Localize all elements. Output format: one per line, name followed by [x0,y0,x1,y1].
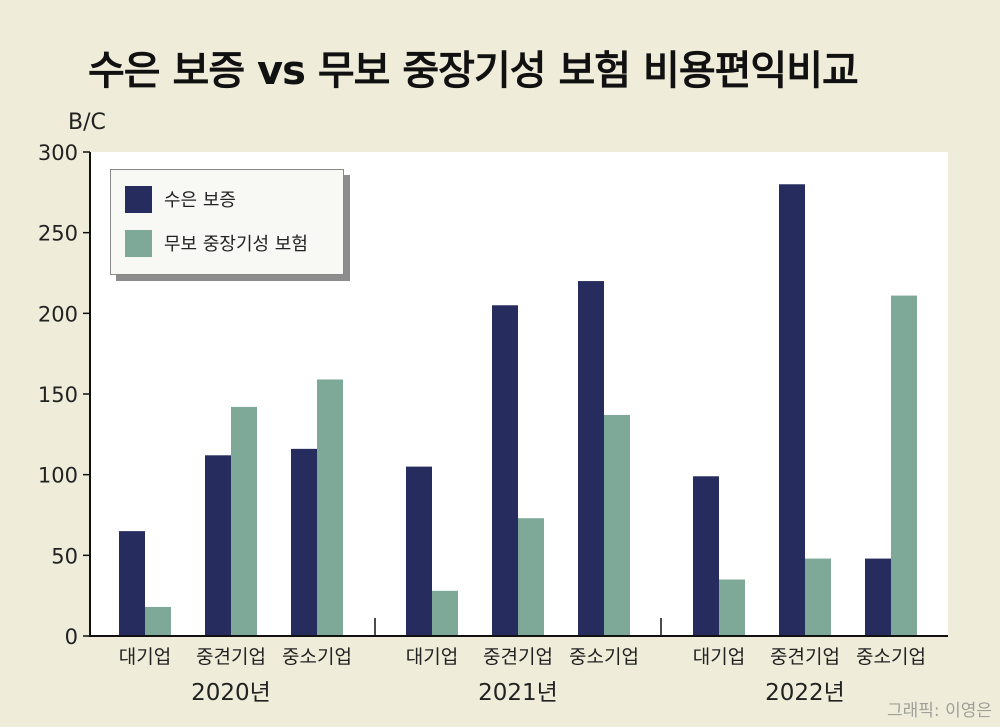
legend-label-series-1: 수은 보증 [164,190,236,211]
legend-item-series-1: 수은 보증 [125,185,236,213]
x-category-label: 중견기업 [770,646,840,668]
bar-series-1-2-2 [492,305,518,636]
bar-series-2-3-1 [719,579,745,636]
x-category-label: 중소기업 [569,646,639,668]
bar-series-1-1-2 [205,455,231,636]
y-tick-label: 250 [38,222,78,246]
legend-label-series-2: 무보 중장기성 보험 [164,234,308,255]
x-category-label: 중견기업 [196,646,266,668]
x-category-label: 중소기업 [282,646,352,668]
y-tick-label: 50 [51,544,78,568]
y-tick-label: 300 [38,141,78,165]
bar-series-1-1-3 [291,448,317,636]
y-tick-label: 150 [38,383,78,407]
bar-series-2-2-1 [432,590,458,636]
x-category-label: 중소기업 [856,646,926,668]
legend-swatch-series-2 [125,229,152,257]
y-tick-label: 200 [38,302,78,326]
bar-series-2-3-3 [891,295,917,636]
bar-series-1-1-1 [119,531,145,636]
x-group-label: 2021년 [478,680,558,706]
y-tick-label: 100 [38,464,78,488]
bar-series-2-2-3 [604,414,630,636]
x-group-label: 2020년 [191,680,271,706]
bar-series-2-3-2 [805,558,831,636]
chart-title: 수은 보증 vs 무보 중장기성 보험 비용편익비교 [88,48,859,94]
legend-item-series-2: 무보 중장기성 보험 [125,229,308,257]
x-group-label: 2022년 [765,680,845,706]
y-tick-label: 0 [65,625,78,649]
legend: 수은 보증 무보 중장기성 보험 [110,169,344,275]
legend-swatch-series-1 [125,185,152,213]
bar-series-2-1-1 [145,606,171,636]
bar-series-2-1-2 [231,406,257,636]
x-category-label: 대기업 [406,646,458,668]
bar-series-1-3-3 [865,558,891,636]
graphic-credit: 그래픽: 이영은 [887,701,992,721]
bar-series-2-2-2 [518,518,544,636]
bar-series-1-3-2 [779,184,805,636]
x-category-label: 대기업 [119,646,171,668]
bar-series-1-2-1 [406,466,432,636]
x-category-label: 중견기업 [483,646,553,668]
bar-series-1-2-3 [578,281,604,636]
bar-series-2-1-3 [317,379,343,636]
x-category-label: 대기업 [693,646,745,668]
y-axis-unit: B/C [68,110,106,135]
bar-series-1-3-1 [693,476,719,636]
